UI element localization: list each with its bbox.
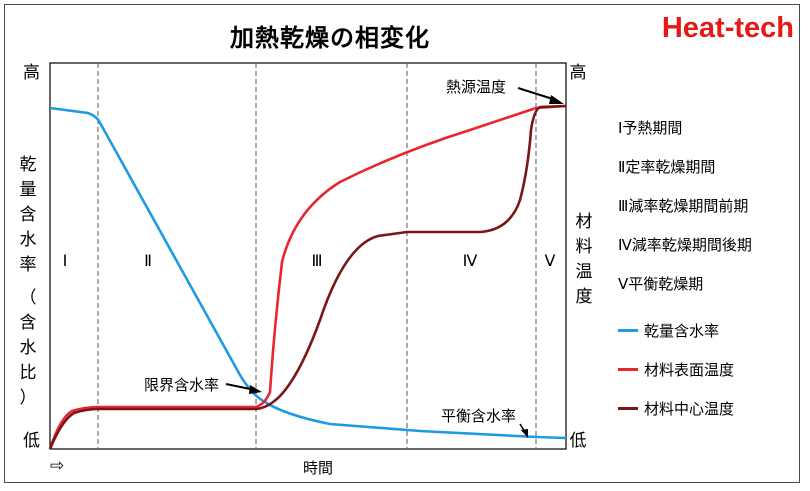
legend-label-surface: 材料表面温度	[644, 360, 735, 379]
left-axis-high: 高	[23, 63, 40, 83]
legend-item-surface: 材料表面温度	[618, 350, 808, 389]
left-axis-char: 水	[19, 230, 37, 250]
legend-item-moisture: 乾量含水率	[618, 311, 808, 350]
phase-label-4: Ⅳ	[463, 251, 478, 270]
legend-phase-4: Ⅳ減率乾燥期間後期	[618, 236, 752, 254]
legend-phase-5: Ⅴ平衡乾燥期	[618, 275, 704, 293]
equilibrium-moisture-label: 平衡含水率	[441, 407, 516, 425]
left-axis-char: 含	[19, 205, 37, 225]
critical-arrow-head	[249, 385, 262, 394]
left-axis-char: 量	[19, 180, 37, 200]
center-temperature-curve	[48, 104, 567, 450]
right-axis-char: 温	[575, 262, 593, 282]
heat-source-label: 熱源温度	[446, 78, 506, 96]
left-axis-char: 率	[19, 255, 37, 275]
legend-swatch-surface	[618, 368, 638, 371]
surface-temperature-curve	[48, 104, 567, 450]
legend-label-center: 材料中心温度	[644, 399, 735, 418]
right-axis-high: 高	[570, 63, 587, 83]
critical-moisture-label: 限界含水率	[144, 376, 219, 394]
left-axis-char: 乾	[19, 155, 37, 175]
right-axis-char: 料	[575, 237, 593, 257]
equilibrium-arrow-head	[521, 429, 528, 438]
left-axis-char: ）	[19, 388, 37, 408]
legend: Ⅰ予熱期間 Ⅱ定率乾燥期間 Ⅲ減率乾燥期間前期 Ⅳ減率乾燥期間後期 Ⅴ平衡乾燥期…	[618, 116, 808, 428]
x-axis-label: 時間	[303, 459, 333, 477]
phase-label-5: Ⅴ	[545, 251, 556, 270]
left-axis-char: 比	[19, 363, 37, 383]
left-axis-char: 含	[19, 313, 37, 333]
page-title: 加熱乾燥の相変化	[230, 24, 430, 52]
plot-box	[49, 62, 567, 450]
right-axis-char: 材	[575, 212, 593, 232]
legend-swatch-moisture	[618, 329, 638, 332]
right-axis-char: 度	[575, 287, 593, 307]
left-axis-char: 水	[19, 338, 37, 358]
phase-label-3: Ⅲ	[311, 251, 322, 270]
right-axis-label: 材 料 温 度	[572, 210, 596, 310]
brand-logo: Heat-tech	[661, 12, 794, 44]
left-axis-low: 低	[23, 431, 40, 451]
legend-phase-2: Ⅱ定率乾燥期間	[618, 158, 716, 176]
legend-swatch-center	[618, 407, 638, 410]
left-axis-char: （	[19, 288, 37, 308]
phase-label-1: Ⅰ	[63, 251, 68, 270]
time-arrow-icon: ⇨	[50, 456, 64, 476]
legend-item-center: 材料中心温度	[618, 389, 808, 428]
left-axis-label: 乾 量 含 水 率 （ 含 水 比 ）	[16, 153, 40, 411]
diagram-frame	[4, 4, 800, 483]
legend-label-moisture: 乾量含水率	[644, 321, 720, 340]
right-axis-low: 低	[570, 431, 587, 451]
moisture-content-curve	[49, 106, 567, 440]
heat-source-arrow-head	[549, 95, 564, 104]
legend-phase-1: Ⅰ予熱期間	[618, 119, 683, 137]
legend-phase-3: Ⅲ減率乾燥期間前期	[618, 197, 749, 215]
phase-label-2: Ⅱ	[144, 251, 152, 270]
